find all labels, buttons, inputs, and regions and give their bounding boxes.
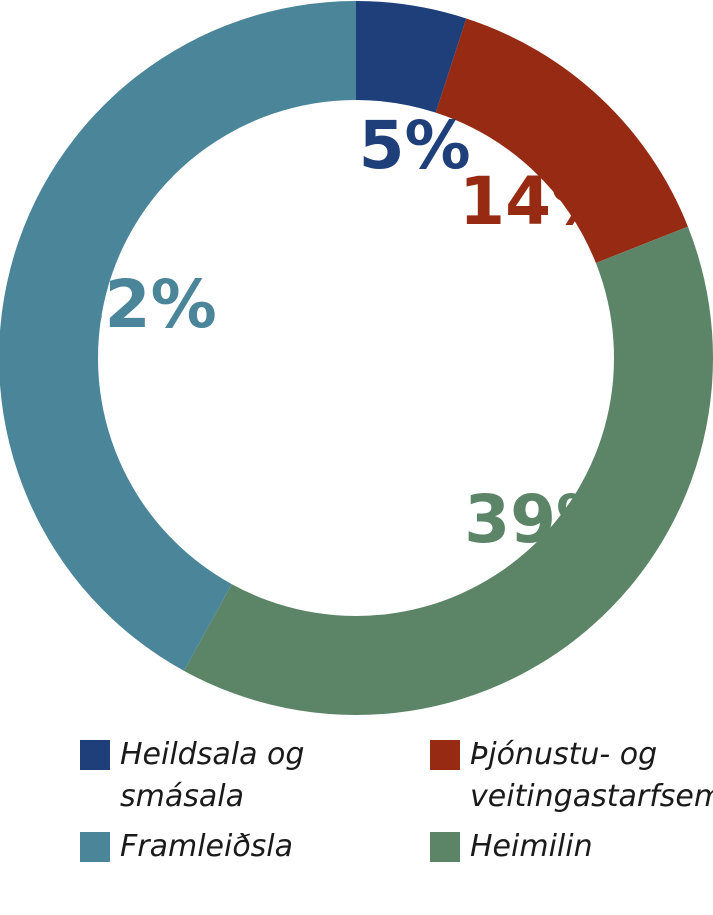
legend-item-framleidsla: Framleiðsla bbox=[80, 826, 293, 868]
donut-slice bbox=[184, 226, 713, 715]
slice-percent-label: 14% bbox=[459, 163, 617, 240]
legend-label: Heimilin bbox=[470, 829, 593, 864]
legend-item-thjonustu: Þjónustu- og veitingastarfsemi bbox=[430, 734, 713, 818]
legend-label: Þjónustu- og veitingastarfsemi bbox=[470, 737, 713, 814]
slice-percent-label: 5% bbox=[359, 107, 471, 184]
slice-percent-label: 39% bbox=[464, 481, 622, 558]
legend-swatch bbox=[430, 740, 460, 770]
legend-swatch bbox=[80, 832, 110, 862]
legend: Heildsala og smásala Þjónustu- og veitin… bbox=[0, 720, 713, 915]
donut-slice bbox=[356, 1, 467, 113]
legend-item-heildsala: Heildsala og smásala bbox=[80, 734, 304, 818]
donut-chart: 5%14% 39% 42% bbox=[0, 1, 713, 715]
donut-slice bbox=[435, 18, 688, 264]
slice-percent-label: 42% bbox=[59, 266, 217, 343]
legend-swatch bbox=[80, 740, 110, 770]
legend-label: Framleiðsla bbox=[120, 829, 294, 864]
donut-slice bbox=[0, 1, 356, 671]
legend-label: Heildsala og smásala bbox=[120, 737, 305, 814]
legend-item-heimilin: Heimilin bbox=[430, 826, 593, 868]
legend-swatch bbox=[430, 832, 460, 862]
